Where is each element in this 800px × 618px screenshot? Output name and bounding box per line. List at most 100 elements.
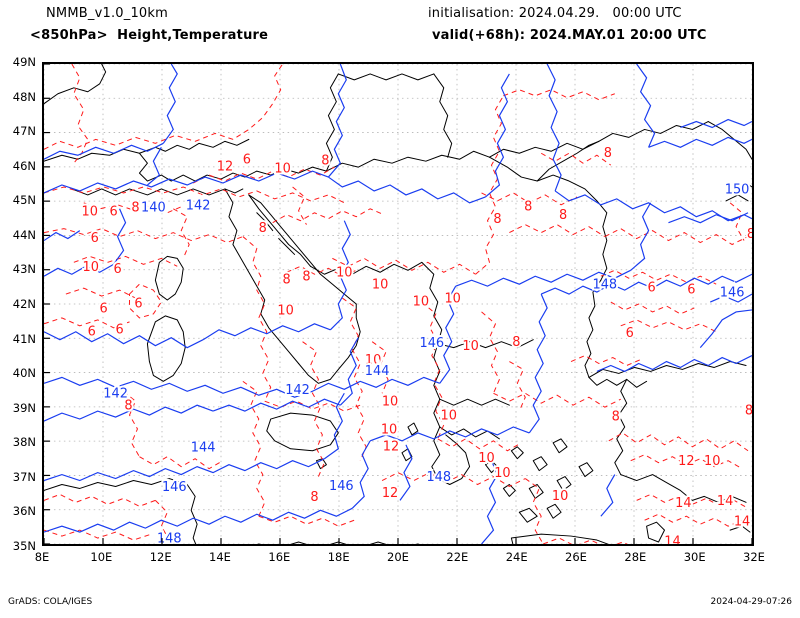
temperature-contour-label: 10 [494,466,510,481]
temperature-contour-label: 8 [512,335,520,350]
temperature-contour-label-halo: 8 [559,208,567,223]
temperature-contour-label: 10 [82,204,98,219]
y-axis-tick-label: 45N [12,193,36,208]
temperature-contour-label: 14 [664,535,680,544]
temperature-contour-label-halo: 8 [524,199,532,214]
temperature-contour-label: 12 [217,160,233,175]
height-contour-label-halo: 142 [103,387,128,402]
temperature-contour-label: 10 [704,454,720,469]
temperature-contour-label-halo: 6 [100,301,108,316]
temperature-contour-label-halo: 8 [310,490,318,505]
temperature-contour-label-halo: 6 [91,231,99,246]
temperature-contour-label: 10 [365,353,381,368]
temperature-contour-label: 8 [259,221,267,236]
temperature-contour-label: 10 [336,266,352,281]
temperature-contour-label-halo: 10 [82,204,98,219]
height-contour-label-halo: 146 [720,286,745,301]
temperature-contour-label-halo: 6 [243,153,251,168]
temperature-contour-label: 10 [83,260,99,275]
temperature-contour-label: 8 [493,212,501,227]
temperature-contour-label-halo: 10 [478,451,494,466]
x-axis-tick-label: 16E [268,550,291,564]
y-axis-tick-label: 48N [12,89,36,104]
temperature-contour-label: 14 [717,494,733,509]
temperature-contour-label: 6 [91,231,99,246]
temperature-contour-label-halo: 6 [113,262,121,277]
valid-time: valid(+68h): 2024.MAY.01 20:00 UTC [432,28,707,43]
contour-map-plot: 10 10 6 6 8 8 12 12 10 10 8 8 10 10 6 6 6 6 8 8 6 6 6 6 6 6 6 6 6 6 8 8… [42,62,754,546]
x-axis-tick-label: 32E [743,550,765,564]
y-axis-tick-label: 35N [12,539,36,553]
temperature-contour-label: 10 [444,292,460,307]
temperature-contour-label-halo: 8 [512,335,520,350]
height-contour-label-halo: 150 [725,182,750,197]
y-axis-tick-label: 43N [12,262,36,277]
height-contour-label-halo: 144 [365,364,390,379]
temperature-contour-label: 10 [274,162,290,177]
temperature-contour-label-halo: 14 [734,515,750,530]
temperature-contour-label: 10 [413,295,429,310]
height-contour-label-halo: 146 [329,479,354,494]
temperature-contour-label: 10 [381,422,397,437]
temperature-contour-label: 10 [552,489,568,504]
temperature-contour-label: 8 [302,270,310,285]
temperature-contour-label: 6 [115,322,123,337]
temperature-contour-label-halo: 10 [462,339,478,354]
y-axis-tick-label: 47N [12,124,36,139]
temperature-contour-label-halo: 8 [604,146,612,161]
temperature-contour-label: 8 [131,200,139,215]
temperature-contour-label-halo: 10 [372,278,388,293]
temperature-contour-label: 6 [647,281,655,296]
temperature-contour-label-halo: 8 [321,154,329,169]
temperature-contour-label-halo: 10 [382,395,398,410]
x-axis-tick-label: 8E [34,550,50,564]
x-axis-tick-label: 22E [446,550,469,564]
x-axis-tick-label: 10E [90,550,113,564]
temperature-contour-label: 8 [310,490,318,505]
temperature-contour-label-halo: 12 [383,439,399,454]
y-axis-tick-label: 40N [12,366,36,381]
height-contour-label: 146 [162,480,187,495]
height-contour-label: 148 [157,532,182,544]
height-contour-label: 146 [329,479,354,494]
temperature-contour-label: 8 [604,146,612,161]
temperature-contour-label-halo: 8 [612,410,620,425]
x-axis-tick-label: 12E [149,550,172,564]
temperature-contour-label-halo: 14 [664,535,680,544]
height-contour-label-halo: 144 [191,440,216,455]
x-axis-tick-label: 20E [387,550,409,564]
y-axis-tick-label: 44N [12,227,36,242]
coastlines-layer [44,64,752,544]
gridlines [44,64,752,544]
height-contour-label: 142 [186,198,211,213]
temperature-contour-label-halo: 8 [283,273,291,288]
height-contour-label: 148 [426,470,451,485]
temperature-contour-label: 8 [559,208,567,223]
level-field-title: <850hPa> Height,Temperature [30,28,269,43]
x-axis-tick-label: 24E [505,550,528,564]
temperature-contour-label: 6 [687,283,695,298]
height-contour-label-halo: 142 [285,383,310,398]
height-contour-label-halo: 146 [419,336,444,351]
height-contour-label: 142 [285,383,310,398]
temperature-contour-label: 12 [678,454,694,469]
temperature-contour-label-halo: 6 [109,204,117,219]
temperature-contour-label: 14 [734,515,750,530]
temperature-contour-label: 6 [626,326,634,341]
temperature-contour-label: 8 [745,404,752,419]
temperature-contour-label-halo: 10 [365,353,381,368]
temperature-contour-label: 10 [462,339,478,354]
temperature-contour-label-halo: 10 [381,422,397,437]
temperature-contour-label: 8 [524,199,532,214]
temperature-contour-label: 8 [283,273,291,288]
y-axis-tick-label: 42N [12,297,36,311]
temperature-contour-label: 6 [113,262,121,277]
temperature-contour-label-halo: 6 [647,281,655,296]
height-contour-label-halo: 142 [186,198,211,213]
temperature-contour-label: 10 [440,409,456,424]
temperature-contour-label-halo: 12 [678,454,694,469]
height-contour-label: 142 [103,387,128,402]
temperature-contour-label: 6 [243,153,251,168]
temperature-contour-label: 10 [277,303,293,318]
